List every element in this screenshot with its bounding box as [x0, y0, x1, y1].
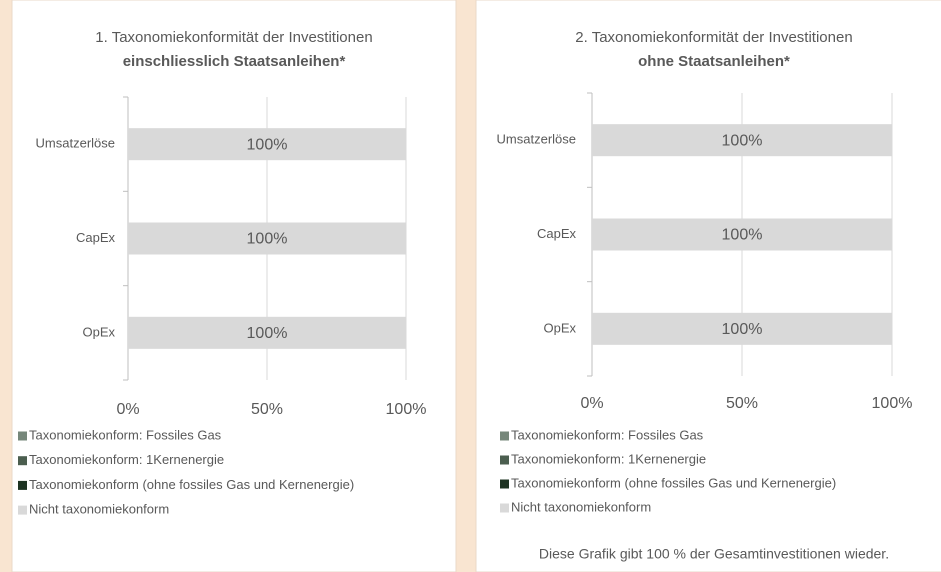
- legend-label: Taxonomiekonform (ohne fossiles Gas und …: [511, 475, 836, 490]
- data-label: 100%: [247, 325, 288, 342]
- legend-label: Nicht taxonomiekonform: [511, 499, 651, 514]
- bar-segment: [592, 124, 892, 157]
- data-label: 100%: [247, 136, 288, 153]
- legend-swatch: [18, 431, 27, 441]
- legend-swatch: [500, 431, 509, 441]
- legend-label: Nicht taxonomiekonform: [29, 502, 169, 517]
- data-label: 100%: [247, 231, 288, 248]
- legend-label: Taxonomiekonform: 1Kernenergie: [29, 452, 224, 467]
- chart-title: 2. Taxonomiekonformität der Investitione…: [575, 29, 852, 46]
- chart-subtitle: einschliesslich Staatsanleihen*: [123, 53, 346, 70]
- y-tick-label: Umsatzerlöse: [497, 132, 576, 147]
- panel: [475, 0, 941, 572]
- y-tick-label: CapEx: [76, 230, 116, 245]
- x-tick-label: 50%: [251, 401, 283, 418]
- panel: [11, 0, 457, 572]
- data-label: 100%: [722, 132, 763, 149]
- x-tick-label: 100%: [872, 395, 913, 412]
- chart-title: 1. Taxonomiekonformität der Investitione…: [95, 29, 372, 46]
- x-tick-label: 50%: [726, 395, 758, 412]
- legend-label: Taxonomiekonform: 1Kernenergie: [511, 451, 706, 466]
- legend-swatch: [500, 479, 509, 489]
- data-label: 100%: [722, 227, 763, 244]
- x-tick-label: 100%: [386, 401, 427, 418]
- y-tick-label: Umsatzerlöse: [36, 136, 115, 151]
- legend-swatch: [500, 503, 509, 513]
- bar-segment: [128, 222, 406, 255]
- bar-segment: [592, 218, 892, 251]
- bar-segment: [128, 316, 406, 349]
- x-tick-label: 0%: [580, 395, 603, 412]
- bar-segment: [128, 128, 406, 161]
- footnote: Diese Grafik gibt 100 % der Gesamtinvest…: [539, 546, 889, 562]
- y-tick-label: CapEx: [537, 226, 577, 241]
- y-tick-label: OpEx: [543, 320, 576, 335]
- legend-swatch: [18, 480, 27, 490]
- y-tick-label: OpEx: [82, 324, 115, 339]
- x-tick-label: 0%: [116, 401, 139, 418]
- legend-label: Taxonomiekonform: Fossiles Gas: [511, 427, 704, 442]
- bar-segment: [592, 312, 892, 345]
- data-label: 100%: [722, 321, 763, 338]
- chart-subtitle: ohne Staatsanleihen*: [638, 53, 790, 70]
- legend-label: Taxonomiekonform (ohne fossiles Gas und …: [29, 477, 354, 492]
- legend-label: Taxonomiekonform: Fossiles Gas: [29, 427, 222, 442]
- legend-swatch: [18, 456, 27, 466]
- legend-swatch: [500, 455, 509, 465]
- legend-swatch: [18, 505, 27, 515]
